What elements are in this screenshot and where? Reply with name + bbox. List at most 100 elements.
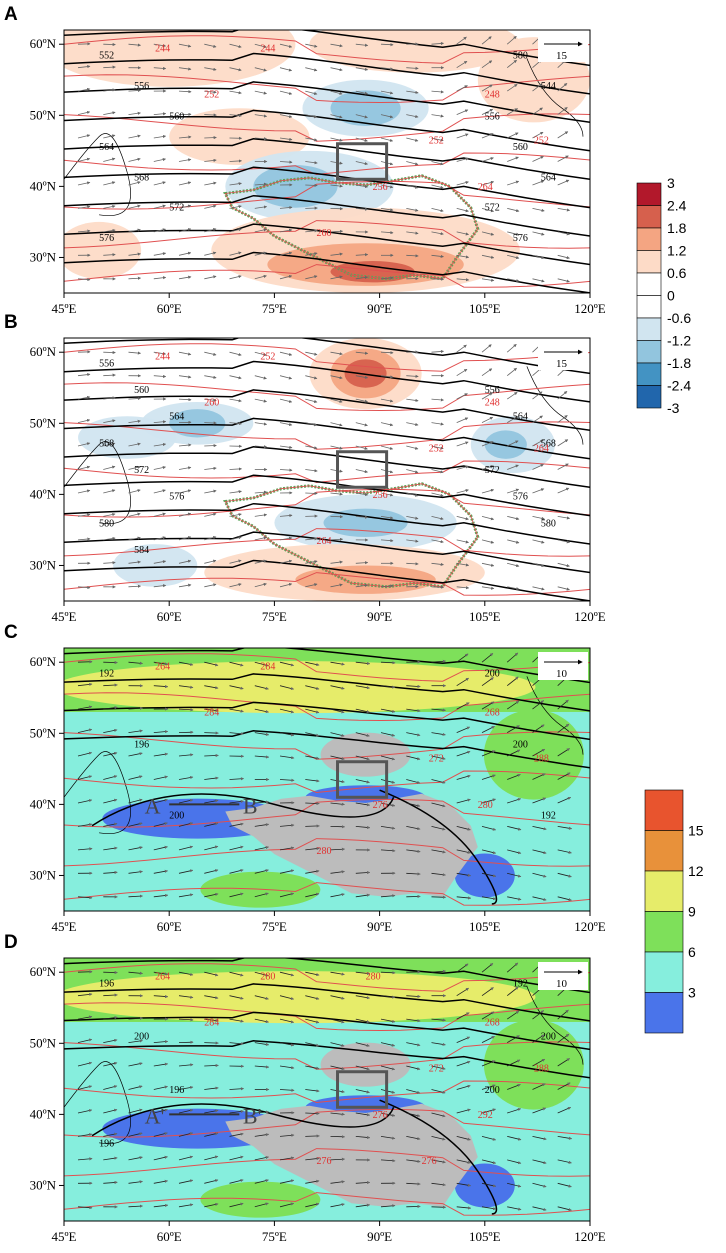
wind-vector <box>481 60 493 69</box>
wind-vector <box>380 114 394 119</box>
colorbar-label: 3 <box>688 985 696 1001</box>
wind-vector <box>355 870 371 875</box>
wind-vector <box>330 708 345 714</box>
wind-vector <box>481 180 495 186</box>
wind-vector <box>103 512 116 517</box>
height-contour-label: 572 <box>134 465 149 476</box>
temperature-contour <box>64 528 590 557</box>
wind-vector <box>229 182 242 186</box>
wind-vector <box>431 872 446 877</box>
wind-vector <box>481 896 497 901</box>
wind-vector <box>456 653 469 663</box>
wind-vector <box>481 1011 495 1020</box>
height-contour <box>64 389 590 432</box>
wind-vector <box>178 375 192 379</box>
wind-vector <box>406 422 419 427</box>
wind-vector <box>178 971 194 976</box>
wind-vector <box>128 870 143 874</box>
temperature-contour-label: 252 <box>429 136 444 147</box>
height-contour-label: 560 <box>134 385 149 396</box>
wind-vector <box>557 849 572 854</box>
cross-section-end-label: B' <box>243 1103 262 1128</box>
colorbar-swatch <box>636 340 662 364</box>
wind-vector <box>406 1089 421 1094</box>
wind-vector <box>305 755 320 760</box>
wind-vector <box>481 1036 495 1043</box>
wind-vector <box>128 661 144 665</box>
wind-vector <box>532 773 546 780</box>
wind-vector <box>532 586 545 591</box>
wind-vector <box>254 892 269 898</box>
colorbar-swatch <box>636 205 662 229</box>
wind-vector <box>77 395 91 400</box>
wind-vector <box>204 512 217 517</box>
wind-vector <box>481 441 494 447</box>
temperature-contour-label: 264 <box>478 182 493 193</box>
lon-tick-label: 105ºE <box>469 1229 501 1244</box>
wind-vector <box>279 1202 295 1208</box>
wind-vector <box>481 84 493 92</box>
lon-tick-label: 90ºE <box>367 609 392 624</box>
panel-letter: C <box>4 622 18 643</box>
panel-letter: A <box>4 4 18 25</box>
wind-vector <box>355 561 369 565</box>
wind-vector <box>77 1133 93 1137</box>
wind-vector <box>77 585 91 590</box>
temperature-contour-label: 280 <box>366 971 381 982</box>
wind-vector <box>279 90 293 95</box>
map-panel-c: 192 196 200 200 200 192 264 268 272 276 280 284 284 2… <box>4 622 606 934</box>
wind-vector <box>204 90 217 94</box>
lon-tick-label: 75ºE <box>262 919 287 934</box>
wind-vector <box>229 845 244 851</box>
height-contour-label: 544 <box>541 81 556 92</box>
wind-vector <box>279 1156 295 1161</box>
temperature-contour <box>64 1002 590 1032</box>
wind-vector <box>305 995 320 1000</box>
wind-vector <box>431 539 444 544</box>
wind-vector <box>456 798 471 804</box>
wind-vector <box>557 1206 572 1212</box>
lat-tick-label: 40ºN <box>30 486 57 501</box>
anomaly-shading <box>344 359 387 388</box>
wind-vector <box>507 1083 521 1090</box>
wind-vector <box>178 512 192 517</box>
wind-vector <box>229 685 244 690</box>
wind-vector <box>481 539 495 544</box>
temperature-contour <box>64 382 590 412</box>
height-contour-label: 564 <box>99 142 114 153</box>
wind-vector <box>557 487 570 494</box>
temperature-contour <box>64 1108 590 1138</box>
wind-vector <box>456 586 470 590</box>
wind-vector <box>103 1132 118 1137</box>
wind-vector <box>431 969 447 973</box>
wind-vector <box>254 845 270 851</box>
temperature-contour-label: 248 <box>485 90 500 101</box>
wind-vector <box>153 994 169 999</box>
wind-vector <box>532 464 544 470</box>
wind-vector <box>557 699 569 710</box>
wind-vector <box>128 252 141 256</box>
wind-vector <box>380 398 394 403</box>
wind-vector <box>532 156 544 162</box>
study-region-box <box>336 760 389 799</box>
wind-vector <box>355 161 369 166</box>
wind-vector <box>507 416 519 423</box>
wind-vector <box>507 108 519 115</box>
height-contour <box>64 109 590 152</box>
wind-vector <box>128 560 141 564</box>
wind-vector <box>456 368 468 377</box>
wind-vector <box>406 1136 421 1141</box>
wind-vector <box>506 1010 520 1020</box>
wind-vector <box>178 1063 194 1067</box>
colorbar-swatch <box>636 272 662 296</box>
temperature-contour-label: 292 <box>478 1110 493 1121</box>
wind-vector <box>532 748 546 757</box>
wind-vector <box>406 802 421 808</box>
wind-vector <box>279 43 293 48</box>
wind-vector <box>204 822 219 827</box>
wind-vector <box>305 375 318 380</box>
temperature-contour-label: 264 <box>155 971 170 982</box>
wind-vector <box>204 869 219 874</box>
lon-tick-label: 90ºE <box>367 919 392 934</box>
wind-vector <box>229 421 243 426</box>
